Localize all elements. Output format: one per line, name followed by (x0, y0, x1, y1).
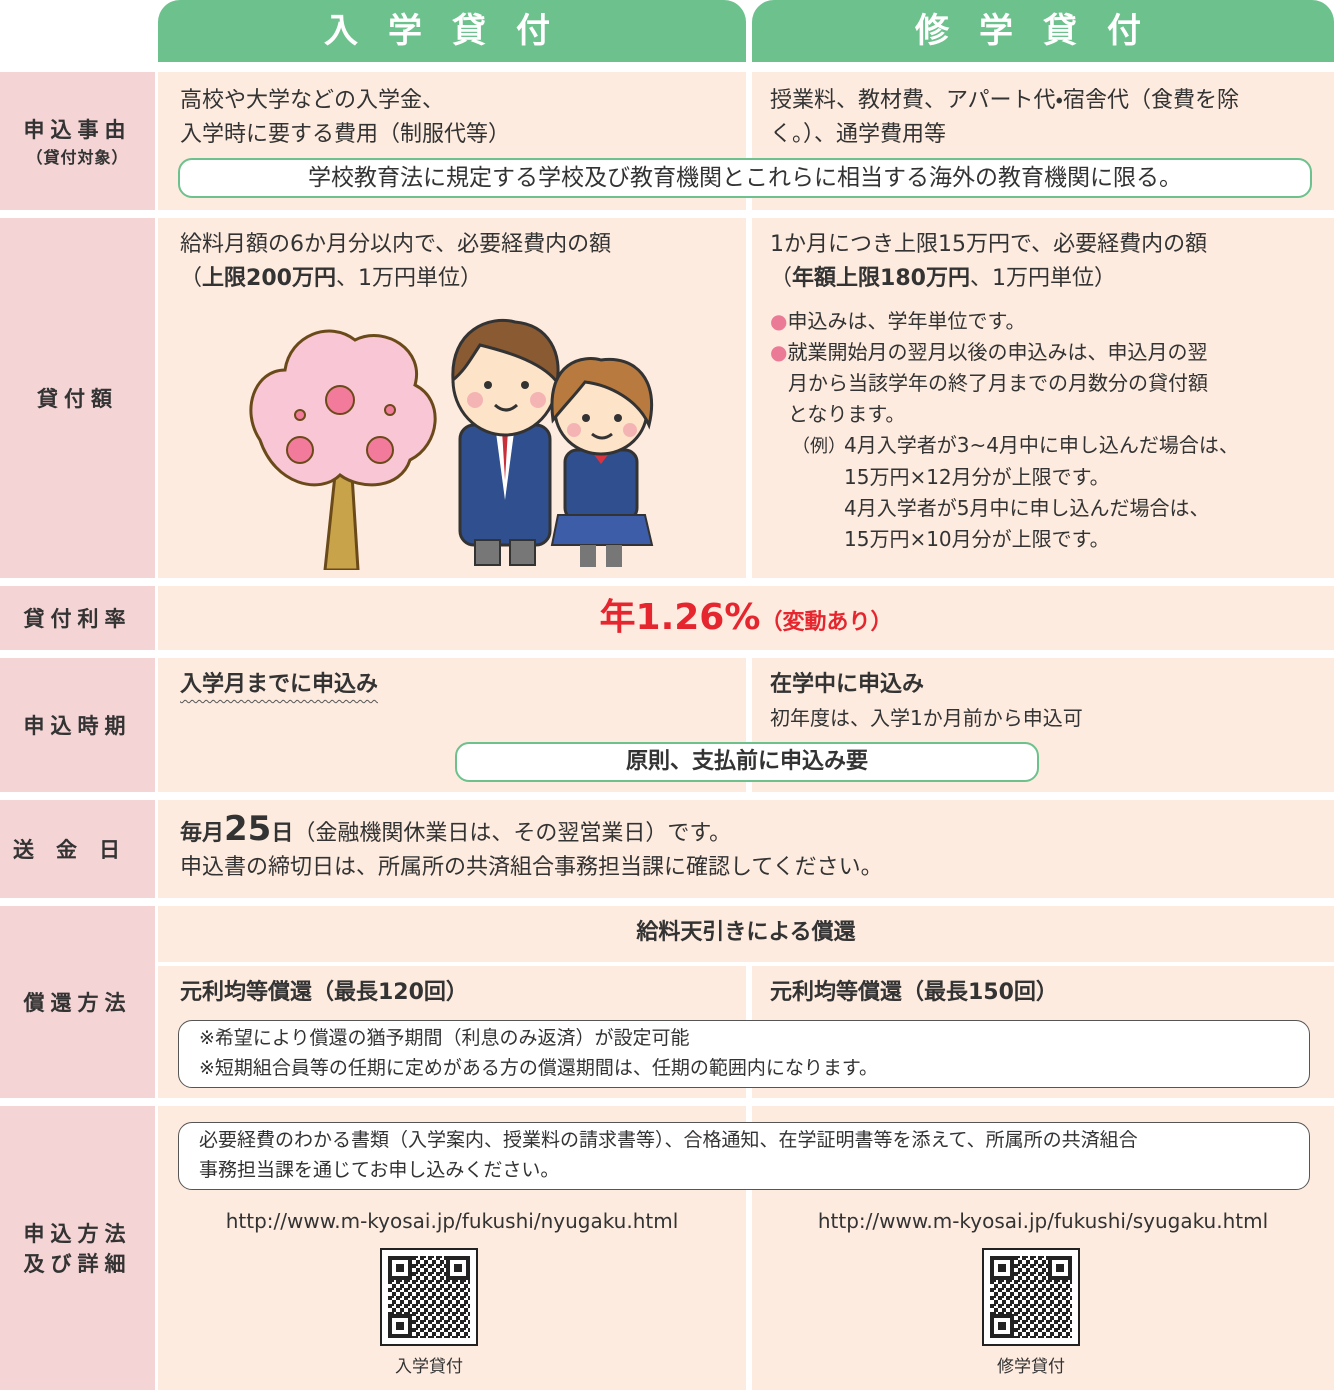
note-box: ※希望により償還の猶予期間（利息のみ返済）が設定可能 ※短期組合員等の任期に定めが… (178, 1020, 1310, 1088)
row-label: 貸付利率 (0, 586, 155, 650)
bullet: ●就業開始月の翌月以後の申込みは、申込月の翌 (770, 340, 1208, 364)
line: 申込みは、学年単位です。 (787, 309, 1026, 333)
qr-code (380, 1248, 478, 1346)
qr-caption: 修学貸付 (997, 1357, 1065, 1377)
tab-left: 入学貸付 (158, 0, 746, 62)
qr-code (982, 1248, 1080, 1346)
text: 元利均等償還（最長150回） (770, 980, 1058, 1005)
line: く。）、通学費用等 (770, 122, 947, 147)
line: となります。 (788, 402, 906, 426)
row-label: 貸付額 (0, 218, 155, 578)
label: 申込方法 (23, 1222, 132, 1246)
line: ※希望により償還の猶予期間（利息のみ返済）が設定可能 (199, 1027, 690, 1049)
text: 元利均等償還（最長120回） (180, 980, 468, 1005)
line: 4月入学者が5月中に申し込んだ場合は、 (844, 496, 1210, 520)
url: http://www.m-kyosai.jp/fukushi/nyugaku.h… (225, 1209, 679, 1233)
day: 25 (224, 809, 272, 849)
line: 15万円×12月分が上限です。 (844, 465, 1110, 489)
row-label: 申込時期 (0, 658, 155, 792)
cell (158, 800, 1334, 898)
label: 貸付額 (37, 387, 118, 411)
line: 就業開始月の翌月以後の申込みは、申込月の翌 (787, 340, 1208, 364)
rate-note: （変動あり） (760, 610, 893, 635)
rate: 年1.26%（変動あり） (158, 586, 1334, 650)
example: （例）4月入学者が3~4月中に申し込んだ場合は、 (770, 430, 1239, 462)
line: （上限200万円、1万円単位） (180, 262, 611, 296)
text: 入学月までに申込み (180, 672, 379, 697)
bullets: ●申込みは、学年単位です。 ●就業開始月の翌月以後の申込みは、申込月の翌 月から… (770, 306, 1239, 555)
label: 償還方法 (23, 991, 132, 1015)
line: 事務担当課を通じてお申し込みください。 (199, 1159, 560, 1181)
text: 毎月 (180, 821, 225, 846)
bullet: ●申込みは、学年単位です。 (770, 309, 1026, 333)
row-label: 償還方法 (0, 906, 155, 1098)
note-box: 学校教育法に規定する学校及び教育機関とこれらに相当する海外の教育機関に限る。 (178, 158, 1312, 198)
label: 送金日 (13, 838, 142, 862)
line: 毎月25日（金融機関休業日は、その翌営業日）です。 (180, 812, 883, 851)
text: 日 (271, 821, 294, 846)
row-label: 送金日 (0, 800, 155, 898)
text: （金融機関休業日は、その翌営業日）です。 (293, 821, 732, 846)
text: 1か月につき上限15万円で、必要経費内の額 （年額上限180万円、1万円単位） (770, 228, 1207, 296)
cell (158, 906, 1334, 962)
text: 給料月額の6か月分以内で、必要経費内の額 （上限200万円、1万円単位） (180, 228, 611, 296)
qr-caption: 入学貸付 (395, 1357, 463, 1377)
line: 必要経費のわかる書類（入学案内、授業料の請求書等）、合格通知、在学証明書等を添え… (199, 1129, 1138, 1151)
cell (752, 218, 1334, 578)
text: （ (770, 266, 793, 291)
note-box: 必要経費のわかる書類（入学案内、授業料の請求書等）、合格通知、在学証明書等を添え… (178, 1122, 1310, 1190)
line: （年額上限180万円、1万円単位） (770, 262, 1207, 296)
sublabel: （貸付対象） (26, 148, 129, 167)
line: 高校や大学などの入学金、 (180, 88, 445, 113)
line: 4月入学者が3~4月中に申し込んだ場合は、 (844, 433, 1239, 457)
girl (550, 357, 654, 567)
line: 15万円×10月分が上限です。 (844, 527, 1110, 551)
emphasis: 年額上限180万円 (792, 266, 970, 291)
label: 申込時期 (23, 714, 132, 738)
label: 申込事由 (23, 118, 132, 142)
emphasis: 上限200万円 (202, 266, 336, 291)
text: 、1万円単位） (335, 266, 482, 291)
text: 授業料、教材費、アパート代・宿舎代（食費を除 く。）、通学費用等 (770, 84, 1239, 152)
text: 、1万円単位） (969, 266, 1116, 291)
line: ※短期組合員等の任期に定めがある方の償還期間は、任期の範囲内になります。 (199, 1057, 879, 1079)
note-box: 原則、支払前に申込み要 (455, 742, 1039, 782)
rate-value: 年1.26% (599, 597, 761, 638)
text: 在学中に申込み (770, 672, 925, 697)
text: 毎月25日（金融機関休業日は、その翌営業日）です。 申込書の締切日は、所属所の共… (180, 812, 883, 885)
line: 月から当該学年の終了月までの月数分の貸付額 (788, 371, 1208, 395)
text: 給料天引きによる償還 (636, 920, 856, 945)
boy (451, 318, 560, 566)
line: 給料月額の6か月分以内で、必要経費内の額 (180, 232, 612, 257)
line: 申込書の締切日は、所属所の共済組合事務担当課に確認してください。 (180, 855, 883, 880)
text: 初年度は、入学1か月前から申込可 (770, 706, 1083, 730)
line: 入学時に要する費用（制服代等） (180, 122, 511, 147)
text: （ (180, 266, 203, 291)
label: 貸付利率 (23, 607, 132, 631)
text: 高校や大学などの入学金、入学時に要する費用（制服代等） (180, 84, 510, 152)
prefix: （例） (792, 436, 846, 457)
row-label: 申込事由 （貸付対象） (0, 72, 155, 210)
illustration (249, 318, 654, 570)
blossoms (286, 385, 396, 464)
tab-right: 修学貸付 (752, 0, 1334, 62)
cell (158, 586, 1334, 650)
url: http://www.m-kyosai.jp/fukushi/syugaku.h… (817, 1209, 1269, 1233)
line: 1か月につき上限15万円で、必要経費内の額 (770, 232, 1208, 257)
line: 授業料、教材費、アパート代・宿舎代（食費を除 (770, 88, 1240, 113)
label: 及び詳細 (23, 1252, 132, 1276)
row-label: 申込方法 及び詳細 (0, 1106, 155, 1390)
